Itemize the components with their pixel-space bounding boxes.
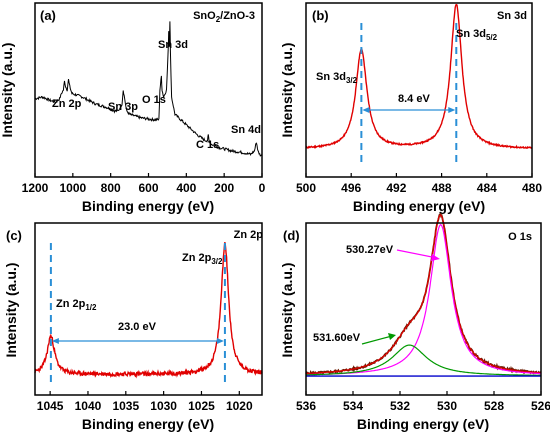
panel-b-annotation-sn3d32: Sn 3d3/2 [316,71,358,85]
panel-a-xlabel: Binding energy (eV) [82,198,214,214]
panel-a-tick-label-1: 1000 [59,181,86,195]
panel-c-annotation-zn2p32: Zn 2p3/2 [182,252,223,266]
panel-d-series-raw-0 [305,213,542,377]
panel-c-arrowhead-right [216,338,224,344]
panel-d-ylabel: Intensity (a.u.) [279,263,295,358]
panel-a-annotation-c1s: C 1s [196,139,219,151]
panel-c-title: Zn 2p [234,229,264,241]
panel-c-tick-label-1: 1040 [75,399,102,413]
panel-d-plot [305,213,542,377]
panel-a-tick-label-3: 600 [138,181,158,195]
panel-b-tick-label-4: 484 [477,181,497,195]
panel-a-annotation-sn4d: Sn 4d [231,124,261,136]
panel-a-tick-label-6: 0 [259,181,266,195]
panel-a-title: SnO2/ZnO-3 [193,10,255,24]
panel-d-arrow-530 [396,249,438,259]
panel-d-arrowhead-530 [431,254,440,261]
panel-a-ylabel: Intensity (a.u.) [0,43,15,138]
panel-c-reference-lines [49,243,226,383]
panel-c-annotation-splitting: 23.0 eV [118,321,157,333]
panel-a-annotation-sn3d: Sn 3d [158,39,188,51]
panel-c: (c) Zn 2p Intensity (a.u.) Binding energ… [3,222,264,432]
panel-a-label: (a) [40,8,56,23]
panel-d-tick-label-5: 526 [531,399,550,413]
panel-b-tick-label-3: 488 [432,181,452,195]
panel-d-tick-label-3: 530 [437,399,457,413]
panel-b-label: (b) [312,8,329,23]
panel-c-xticks: 1045 1040 1035 1030 1025 1020 [37,391,253,413]
panel-d-tick-label-2: 532 [390,399,410,413]
panel-b-plot [305,3,533,150]
panel-d-tick-label-0: 536 [296,399,316,413]
panel-b-tick-label-2: 492 [386,181,406,195]
panel-b-tick-label-1: 496 [341,181,361,195]
panel-a-annotation-o1s: O 1s [142,94,166,106]
panel-b: (b) Sn 3d Intensity (a.u.) Binding energ… [279,2,542,214]
panel-c-tick-label-4: 1025 [188,399,215,413]
panel-b-arrowhead-left [362,107,370,113]
panel-b-tick-label-0: 500 [296,181,316,195]
panel-b-tick-label-5: 480 [522,181,542,195]
panel-b-annotation-splitting: 8.4 eV [398,93,430,105]
panel-d-title: O 1s [508,231,532,243]
panel-a-annotation-sn3p: Sn 3p [108,101,138,113]
panel-b-title: Sn 3d [497,10,527,22]
panel-a-plot [34,21,263,157]
panel-d-annotation-531: 531.60eV [313,332,361,344]
panel-c-tick-label-3: 1030 [150,399,177,413]
panel-a-tick-label-0: 1200 [22,181,49,195]
panel-c-arrowhead-left [51,338,59,344]
panel-b-ylabel: Intensity (a.u.) [279,43,295,138]
panel-c-tick-label-2: 1035 [112,399,139,413]
panel-c-xlabel: Binding energy (eV) [82,416,214,432]
panel-a-series-line [34,21,263,157]
panel-b-arrowhead-right [448,107,456,113]
panel-d-series-component-3 [306,344,541,376]
panel-c-ylabel: Intensity (a.u.) [3,263,19,358]
panel-a-tick-label-2: 800 [101,181,121,195]
panel-a: (a) SnO2/ZnO-3 Intensity (a.u.) Binding … [0,2,266,214]
panel-c-label: (c) [6,228,22,243]
panel-b-reference-lines [360,23,458,165]
panel-d-frame [305,222,542,396]
panel-d-arrowhead-531 [388,333,396,340]
panel-d-series-envelope-1 [305,214,541,375]
panel-d-label: (d) [283,228,300,243]
panel-d: (d) O 1s Intensity (a.u.) Binding energy… [279,213,550,432]
panel-d-arrow-531 [361,335,393,345]
panel-d-annotation-530: 530.27eV [346,244,394,256]
panel-a-tick-label-4: 400 [176,181,196,195]
panel-a-annotation-zn2p: Zn 2p [52,98,82,110]
panel-a-frame [34,2,263,178]
panel-d-xticks: 536 534 532 530 528 526 [296,391,550,413]
panel-a-tick-label-5: 200 [214,181,234,195]
panel-d-tick-label-4: 528 [484,399,504,413]
panel-c-frame [34,222,263,396]
panel-b-annotation-sn3d52: Sn 3d5/2 [456,28,498,42]
panel-c-annotation-zn2p12: Zn 2p1/2 [56,298,97,312]
panel-c-tick-label-0: 1045 [37,399,64,413]
panel-b-frame [305,2,533,178]
panel-b-series-line [305,3,533,150]
panel-d-xlabel: Binding energy (eV) [357,416,489,432]
panel-d-tick-label-1: 534 [343,399,363,413]
panel-c-tick-label-5: 1020 [226,399,253,413]
panel-b-xlabel: Binding energy (eV) [353,198,485,214]
panel-b-xticks: 500 496 492 488 484 480 [296,173,542,195]
panel-a-xticks: 1200 1000 800 600 400 200 0 [22,173,266,195]
